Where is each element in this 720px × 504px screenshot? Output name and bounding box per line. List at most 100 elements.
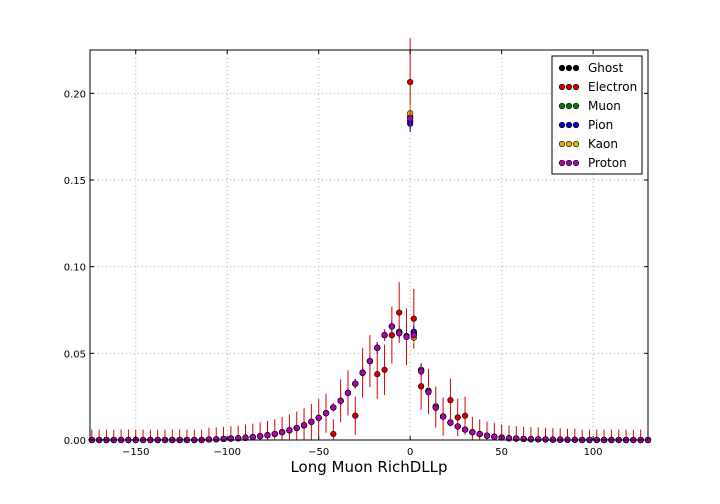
data-point <box>454 414 461 421</box>
legend-label: Kaon <box>588 137 618 151</box>
data-point <box>242 434 249 441</box>
data-point <box>425 389 432 396</box>
data-point <box>249 433 256 441</box>
legend-marker <box>558 121 566 129</box>
legend-marker <box>572 121 580 129</box>
legend-marker <box>558 83 566 91</box>
legend-label: Pion <box>588 118 613 132</box>
data-point <box>264 432 271 439</box>
data-point <box>352 380 359 387</box>
data-point <box>418 368 425 375</box>
legend-item-proton: Proton <box>558 156 627 170</box>
data-point <box>476 431 483 438</box>
data-point <box>330 404 337 411</box>
data-point <box>374 344 381 351</box>
data-point <box>388 323 395 330</box>
data-point <box>542 436 549 443</box>
data-point <box>410 315 417 322</box>
data-point <box>396 309 403 316</box>
data-point <box>271 430 278 438</box>
legend-marker <box>565 140 573 148</box>
data-point <box>388 332 395 339</box>
y-tick-label: 0.10 <box>64 263 86 274</box>
data-point <box>330 430 337 438</box>
data-point <box>381 366 388 373</box>
data-point <box>322 410 330 417</box>
data-point <box>454 423 461 430</box>
data-point <box>407 115 414 122</box>
data-point <box>278 429 286 436</box>
legend-item-muon: Muon <box>558 99 621 113</box>
legend-marker <box>558 159 566 167</box>
x-tick-label: 100 <box>584 447 603 458</box>
y-tick-label: 0.05 <box>64 349 86 360</box>
legend-marker <box>572 83 580 91</box>
data-point <box>418 383 425 390</box>
y-tick-label: 0.00 <box>64 436 86 447</box>
data-point <box>300 422 308 429</box>
data-point <box>491 433 498 440</box>
data-point <box>410 332 417 339</box>
data-point <box>447 419 454 426</box>
data-point <box>293 424 300 432</box>
data-point <box>374 371 381 378</box>
data-point <box>352 412 359 419</box>
data-point <box>257 433 264 440</box>
data-point <box>461 426 469 433</box>
legend-marker <box>558 140 566 148</box>
legend-marker <box>558 102 566 110</box>
data-point <box>447 397 454 404</box>
legend: Ghost Electron Muon Pion Kaon Proton <box>551 55 643 175</box>
x-tick-label: 50 <box>495 447 508 458</box>
legend-label: Muon <box>588 99 621 113</box>
data-point <box>286 427 293 434</box>
x-tick-label: −100 <box>213 447 240 458</box>
data-point <box>439 413 447 420</box>
legend-marker <box>565 159 573 167</box>
data-point <box>381 332 388 339</box>
legend-marker <box>565 83 573 91</box>
data-point <box>359 369 366 376</box>
data-point <box>213 436 220 443</box>
data-point <box>461 412 469 419</box>
x-tick-label: 0 <box>407 447 413 458</box>
legend-marker <box>565 121 573 129</box>
legend-label: Electron <box>588 80 637 94</box>
data-point <box>483 432 491 439</box>
data-point <box>227 435 234 442</box>
data-point <box>535 436 542 443</box>
data-point <box>527 436 535 443</box>
data-point <box>469 429 476 436</box>
legend-marker <box>565 102 573 110</box>
plot-frame <box>89 49 649 441</box>
legend-marker <box>558 64 566 72</box>
legend-item-kaon: Kaon <box>558 137 618 151</box>
axis-ticks: −150 −100 −50 0 50 100 0.00 0.05 0.10 0.15 0.20 <box>64 50 648 458</box>
legend-marker <box>572 159 580 167</box>
data-point <box>344 389 352 396</box>
data-point <box>520 435 527 443</box>
legend-label: Proton <box>588 156 627 170</box>
legend-box <box>551 55 643 175</box>
data-point <box>407 78 414 86</box>
data-point <box>315 414 322 421</box>
y-tick-label: 0.15 <box>64 176 86 187</box>
data-marks <box>88 38 652 444</box>
legend-label: Ghost <box>588 61 623 75</box>
legend-marker <box>572 102 580 110</box>
data-point <box>308 418 315 425</box>
legend-marker <box>572 140 580 148</box>
data-point <box>337 397 344 404</box>
data-point <box>366 358 374 365</box>
legend-marker <box>572 64 580 72</box>
legend-item-ghost: Ghost <box>558 61 623 75</box>
x-tick-label: −50 <box>308 447 329 458</box>
legend-marker <box>565 64 573 72</box>
x-tick-label: −150 <box>122 447 149 458</box>
legend-item-pion: Pion <box>558 118 613 132</box>
data-point <box>205 436 213 443</box>
data-point <box>432 404 439 412</box>
data-point <box>220 435 227 443</box>
data-point <box>403 333 410 340</box>
